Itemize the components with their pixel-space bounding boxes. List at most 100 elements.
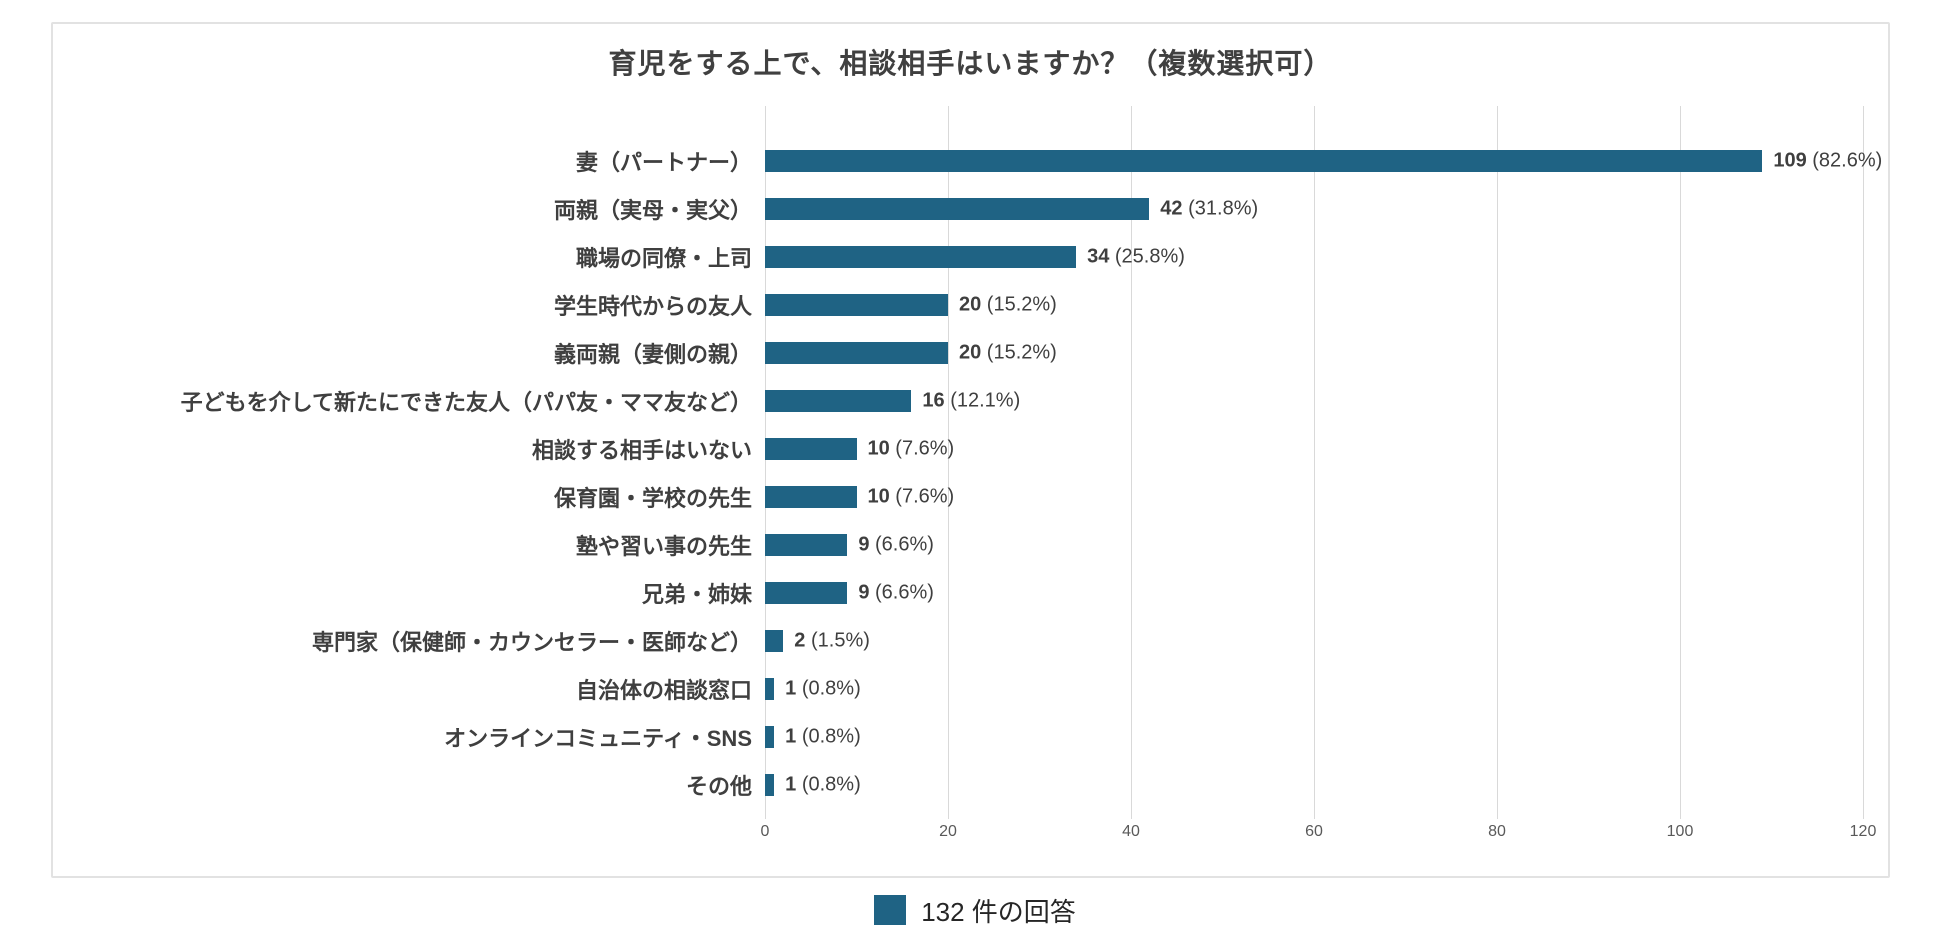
value-percent: (0.8%): [796, 773, 861, 796]
bar: [765, 678, 775, 700]
x-axis-tick-label: 40: [1122, 823, 1140, 840]
category-label: 自治体の相談窓口: [575, 678, 752, 703]
bar-row: 自治体の相談窓口 1 (0.8%): [53, 665, 1863, 713]
bar-row: 子どもを介して新たにできた友人（パパ友・ママ友など） 16 (12.1%): [53, 377, 1863, 425]
bar-row: 専門家（保健師・カウンセラー・医師など） 2 (1.5%): [53, 617, 1863, 665]
value-label: 2 (1.5%): [794, 630, 870, 653]
bar-track: 34 (25.8%): [765, 246, 1863, 268]
chart-card: 育児をする上で、相談相手はいますか？（複数選択可） 妻（パートナー） 109 (8…: [51, 22, 1890, 878]
bar-row: 相談する相手はいない 10 (7.6%): [53, 425, 1863, 473]
bar: [765, 390, 912, 412]
value-count: 109: [1773, 149, 1807, 172]
category-label: 兄弟・姉妹: [641, 582, 752, 607]
bar-track: 9 (6.6%): [765, 534, 1863, 556]
bar: [765, 774, 775, 796]
category-label: その他: [685, 774, 752, 799]
bar-track: 9 (6.6%): [765, 582, 1863, 604]
value-percent: (82.6%): [1806, 149, 1883, 172]
value-label: 16 (12.1%): [922, 390, 1020, 413]
bar-track: 10 (7.6%): [765, 438, 1863, 460]
value-label: 20 (15.2%): [959, 342, 1057, 365]
category-label: オンラインコミュニティ・SNS: [444, 726, 752, 751]
value-label: 1 (0.8%): [785, 678, 861, 701]
value-label: 20 (15.2%): [959, 294, 1057, 317]
value-count: 1: [785, 725, 797, 748]
value-percent: (6.6%): [869, 581, 934, 604]
value-label: 10 (7.6%): [867, 438, 954, 461]
gridline: [1497, 106, 1498, 819]
bar-track: 20 (15.2%): [765, 294, 1863, 316]
value-percent: (12.1%): [944, 389, 1021, 412]
value-count: 10: [867, 437, 890, 460]
value-label: 10 (7.6%): [867, 486, 954, 509]
bar-track: 16 (12.1%): [765, 390, 1863, 412]
category-label: 両親（実母・実父）: [553, 198, 752, 223]
bar-row: 塾や習い事の先生 9 (6.6%): [53, 521, 1863, 569]
value-label: 42 (31.8%): [1160, 198, 1258, 221]
bar-rows: 妻（パートナー） 109 (82.6%) 両親（実母・実父） 42 (31.8%) 職場…: [53, 137, 1883, 809]
value-percent: (0.8%): [796, 725, 861, 748]
category-label: 学生時代からの友人: [553, 294, 752, 319]
value-count: 34: [1087, 245, 1110, 268]
value-count: 20: [958, 341, 982, 364]
bar: [765, 726, 775, 748]
gridline: [1314, 106, 1315, 819]
bar: [765, 486, 857, 508]
bar-row: 妻（パートナー） 109 (82.6%): [53, 137, 1882, 185]
bar-track: 1 (0.8%): [765, 774, 1863, 796]
value-count: 9: [858, 533, 870, 556]
bar: [765, 582, 848, 604]
category-label: 義両親（妻側の親）: [553, 342, 752, 367]
bar: [765, 294, 948, 316]
value-percent: (0.8%): [796, 677, 861, 700]
x-axis-tick-label: 0: [760, 823, 770, 840]
category-label: 塾や習い事の先生: [575, 534, 752, 559]
bar-row: その他 1 (0.8%): [53, 761, 1863, 809]
gridline: [1680, 106, 1681, 819]
bar-track: 2 (1.5%): [765, 630, 1863, 652]
value-percent: (15.2%): [981, 341, 1057, 364]
bar: [765, 198, 1150, 220]
x-axis-tick-label: 20: [939, 823, 957, 840]
x-axis-tick-label: 120: [1849, 823, 1877, 840]
value-percent: (31.8%): [1182, 197, 1259, 220]
bar-row: オンラインコミュニティ・SNS 1 (0.8%): [53, 713, 1863, 761]
value-count: 1: [785, 773, 797, 796]
category-label: 職場の同僚・上司: [575, 246, 752, 271]
value-percent: (7.6%): [889, 437, 955, 460]
bar: [765, 342, 948, 364]
bar-row: 職場の同僚・上司 34 (25.8%): [53, 233, 1863, 281]
gridline: [948, 106, 949, 819]
value-label: 1 (0.8%): [785, 774, 861, 797]
legend-swatch: [874, 895, 907, 925]
bar-track: 1 (0.8%): [765, 678, 1863, 700]
value-percent: (7.6%): [889, 485, 955, 508]
value-percent: (6.6%): [869, 533, 934, 556]
bar-row: 兄弟・姉妹 9 (6.6%): [53, 569, 1863, 617]
bar: [765, 630, 784, 652]
bar-track: 10 (7.6%): [765, 486, 1863, 508]
value-percent: (15.2%): [981, 293, 1057, 316]
value-label: 1 (0.8%): [785, 726, 861, 749]
bar: [765, 246, 1077, 268]
bar: [765, 534, 848, 556]
value-percent: (25.8%): [1109, 245, 1185, 268]
legend: 132 件の回答: [0, 890, 1950, 930]
value-label: 109 (82.6%): [1773, 150, 1882, 173]
category-label: 相談する相手はいない: [531, 438, 752, 463]
bar-track: 42 (31.8%): [765, 198, 1863, 220]
gridline: [765, 106, 766, 819]
bar-row: 学生時代からの友人 20 (15.2%): [53, 281, 1863, 329]
bar-row: 義両親（妻側の親） 20 (15.2%): [53, 329, 1863, 377]
gridlines: [765, 106, 1864, 819]
value-label: 9 (6.6%): [858, 534, 934, 557]
bar-track: 109 (82.6%): [765, 150, 1882, 172]
bar-track: 20 (15.2%): [765, 342, 1863, 364]
value-count: 1: [785, 677, 797, 700]
bar: [765, 438, 857, 460]
x-axis-ticks: 0 20 40 60 80 100 120: [761, 823, 1877, 849]
value-count: 2: [794, 629, 806, 652]
value-count: 10: [867, 485, 890, 508]
chart-title: 育児をする上で、相談相手はいますか？（複数選択可）: [608, 48, 1333, 79]
value-count: 42: [1160, 197, 1183, 220]
